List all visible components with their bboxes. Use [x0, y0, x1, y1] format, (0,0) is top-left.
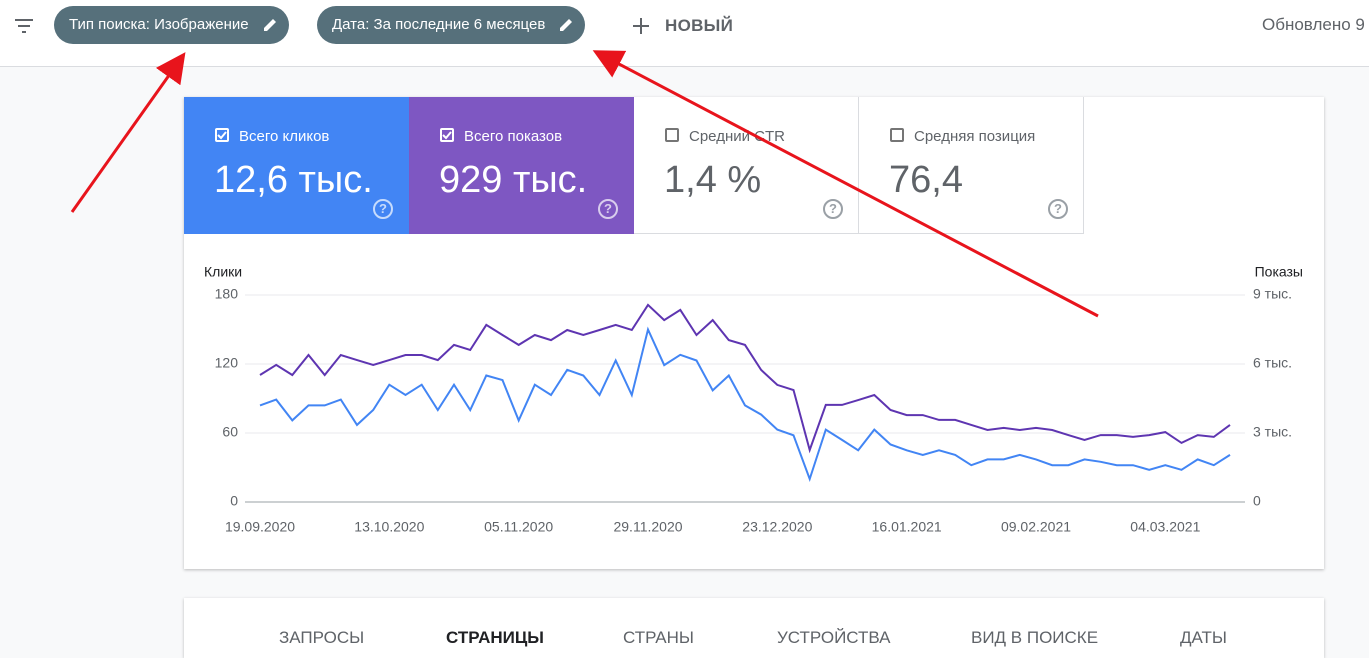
checkbox[interactable]: [215, 128, 229, 142]
y-axis-label: Клики: [204, 264, 242, 280]
metric-value: 12,6 тыс.: [214, 159, 373, 201]
y2-axis-label: Показы: [1255, 264, 1303, 280]
chip-label: Дата: За последние 6 месяцев: [332, 16, 546, 33]
x-tick-label: 29.11.2020: [613, 519, 682, 535]
check-mark: [217, 131, 227, 140]
x-tick-label: 05.11.2020: [484, 519, 553, 535]
x-tick-label: 09.02.2021: [1001, 519, 1071, 535]
series-line: [259, 303, 1231, 454]
metric-value: 929 тыс.: [439, 159, 588, 201]
series-line: [259, 326, 1231, 483]
plus-icon[interactable]: [630, 15, 652, 37]
y-tick-label: 0: [230, 493, 238, 509]
page: Тип поиска: Изображение Дата: За последни…: [0, 6, 1369, 647]
metric-label: Всего показов: [464, 128, 563, 145]
y-tick-label: 180: [215, 286, 239, 302]
x-tick-label: 04.03.2021: [1130, 519, 1200, 535]
filter-chip[interactable]: Тип поиска: Изображение: [54, 6, 289, 44]
edit-icon: [560, 19, 573, 31]
new-button[interactable]: НОВЫЙ: [665, 16, 734, 35]
filter-icon[interactable]: [12, 14, 36, 38]
chip-label: Тип поиска: Изображение: [69, 16, 249, 33]
x-tick-label: 16.01.2021: [872, 519, 942, 535]
filter-chip[interactable]: Дата: За последние 6 месяцев: [317, 6, 586, 44]
y-tick-label: 120: [215, 355, 239, 371]
tab[interactable]: СТРАНИЦЫ: [446, 628, 544, 647]
pencil: [263, 19, 276, 31]
tab[interactable]: ДАТЫ: [1180, 628, 1227, 647]
check-mark: [442, 131, 452, 140]
y2-tick-label: 3 тыс.: [1253, 424, 1292, 440]
x-tick-label: 23.12.2020: [742, 519, 812, 535]
metric-tile[interactable]: Всего показов 929 тыс.?: [409, 97, 634, 234]
edit-icon: [263, 19, 276, 31]
y2-tick-label: 0: [1253, 493, 1261, 509]
x-tick-label: 13.10.2020: [354, 519, 424, 535]
pencil: [560, 19, 573, 31]
y-tick-label: 60: [222, 424, 238, 440]
y2-tick-label: 6 тыс.: [1253, 355, 1292, 371]
metric-tile[interactable]: Всего кликов 12,6 тыс.?: [184, 97, 409, 234]
metric-label: Всего кликов: [239, 128, 330, 145]
check: [217, 131, 227, 140]
chart: Клики Показы 0 60 120 180 0 3 тыс. 6 тыс. 9 тыс. 1…: [204, 264, 1303, 535]
y2-tick-label: 9 тыс.: [1253, 286, 1292, 302]
tab[interactable]: УСТРОЙСТВА: [777, 628, 891, 647]
tab[interactable]: ВИД В ПОИСКЕ: [971, 628, 1099, 647]
help-icon[interactable]: ?: [373, 199, 393, 219]
x-tick-label: 19.09.2020: [225, 519, 295, 535]
checkbox[interactable]: [440, 128, 454, 142]
check: [442, 131, 452, 140]
tab[interactable]: СТРАНЫ: [623, 628, 694, 647]
tab[interactable]: ЗАПРОСЫ: [279, 628, 365, 647]
updated-text: Обновлено 9: [1262, 15, 1365, 34]
